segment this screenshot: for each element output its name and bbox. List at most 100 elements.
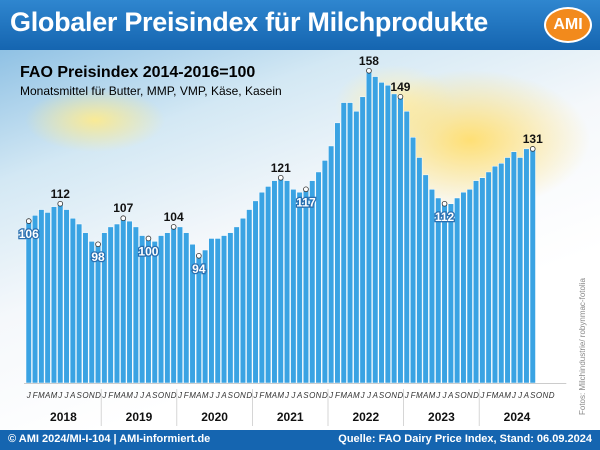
bar-42 [290, 189, 297, 384]
month-tick-label: J [177, 391, 183, 400]
bar-20 [151, 241, 158, 384]
month-tick-label: A [422, 391, 428, 400]
month-tick-label: S [303, 391, 309, 400]
data-label-149: 149 [390, 80, 410, 94]
month-tick-label: D [473, 391, 479, 400]
year-label-2023: 2023 [428, 410, 455, 424]
page-title: Globaler Preisindex für Milchprodukte [10, 7, 488, 37]
bar-78 [517, 157, 524, 384]
bar-63 [422, 174, 429, 384]
year-label-2021: 2021 [277, 410, 304, 424]
bar-4 [50, 206, 57, 384]
data-label-106: 106 [19, 227, 39, 241]
data-point-marker [25, 218, 32, 224]
bar-51 [347, 102, 354, 384]
month-tick-label: M [189, 391, 196, 400]
month-tick-label: S [76, 391, 82, 400]
bar-45 [309, 180, 316, 384]
month-tick-label: O [234, 391, 240, 400]
bar-62 [416, 157, 423, 384]
bar-44 [302, 189, 309, 384]
month-tick-label: N [467, 391, 473, 400]
footer-bar: © AMI 2024/MI-I-104 | AMI-informiert.de … [0, 430, 600, 450]
bar-75 [498, 163, 505, 384]
bar-34 [239, 217, 246, 384]
bar-69 [460, 191, 467, 384]
year-label-2020: 2020 [201, 410, 228, 424]
year-label-2019: 2019 [126, 410, 153, 424]
bar-35 [246, 209, 253, 384]
bar-19 [145, 238, 152, 384]
month-tick-label: J [26, 391, 32, 400]
month-tick-label: A [498, 391, 504, 400]
month-tick-label: S [152, 391, 158, 400]
month-tick-label: A [271, 391, 277, 400]
bar-6 [63, 209, 70, 384]
month-tick-label: F [108, 391, 114, 400]
data-label-158: 158 [359, 54, 379, 68]
month-tick-label: J [360, 391, 366, 400]
month-tick-label: M [429, 391, 436, 400]
bar-8 [76, 223, 83, 384]
ami-logo: AMI [544, 7, 592, 43]
bar-60 [403, 111, 410, 384]
data-label-121: 121 [271, 161, 291, 175]
bar-53 [359, 96, 366, 384]
chart-title: FAO Preisindex 2014-2016=100 [20, 64, 256, 81]
bar-23 [170, 226, 177, 384]
bar-33 [233, 226, 240, 384]
month-tick-label: J [290, 391, 296, 400]
bar-41 [284, 180, 291, 384]
data-label-131: 131 [523, 132, 543, 146]
month-tick-label: J [511, 391, 517, 400]
footer-source: Quelle: FAO Dairy Price Index, Stand: 06… [338, 433, 592, 445]
month-tick-label: N [391, 391, 397, 400]
month-tick-label: J [328, 391, 334, 400]
month-tick-label: M [340, 391, 347, 400]
annotation-labels-layer: 106 112 98 107 100 104 94 121 117 158 149 112 131 [17, 54, 543, 277]
month-tick-label: J [404, 391, 410, 400]
month-tick-label: A [195, 391, 201, 400]
month-tick-label: O [82, 391, 88, 400]
month-tick-label: A [120, 391, 126, 400]
month-tick-label: D [322, 391, 328, 400]
bar-15 [120, 217, 127, 384]
bar-13 [107, 226, 114, 384]
data-label-112: 112 [435, 210, 455, 224]
bar-38 [265, 186, 272, 384]
bar-28 [202, 249, 209, 384]
bar-32 [227, 232, 234, 384]
data-point-marker [277, 174, 284, 181]
month-tick-label: F [184, 391, 190, 400]
bar-64 [428, 189, 435, 384]
bar-48 [328, 145, 335, 384]
data-label-94: 94 [192, 262, 206, 276]
month-tick-label: N [316, 391, 322, 400]
month-tick-label: J [284, 391, 290, 400]
bar-24 [176, 226, 183, 384]
bar-77 [510, 151, 517, 384]
bar-36 [252, 200, 259, 384]
month-tick-label: M [492, 391, 499, 400]
month-tick-label: A [220, 391, 226, 400]
data-point-marker [303, 186, 309, 193]
bar-7 [69, 217, 76, 384]
month-tick-label: O [536, 391, 542, 400]
month-tick-label: A [346, 391, 352, 400]
month-tick-label: F [411, 391, 417, 400]
bar-50 [340, 102, 347, 384]
month-tick-label: N [542, 391, 548, 400]
month-tick-label: O [309, 391, 315, 400]
bar-12 [101, 232, 108, 384]
annotation-dots-layer [25, 67, 536, 259]
month-tick-label: J [366, 391, 372, 400]
year-label-2018: 2018 [50, 410, 77, 424]
title-bar: Globaler Preisindex für Milchprodukte AM… [0, 0, 600, 50]
bar-74 [491, 165, 498, 384]
month-tick-label: A [145, 391, 151, 400]
data-label-112: 112 [51, 187, 71, 201]
bar-54 [365, 70, 372, 384]
month-tick-label: M [51, 391, 58, 400]
